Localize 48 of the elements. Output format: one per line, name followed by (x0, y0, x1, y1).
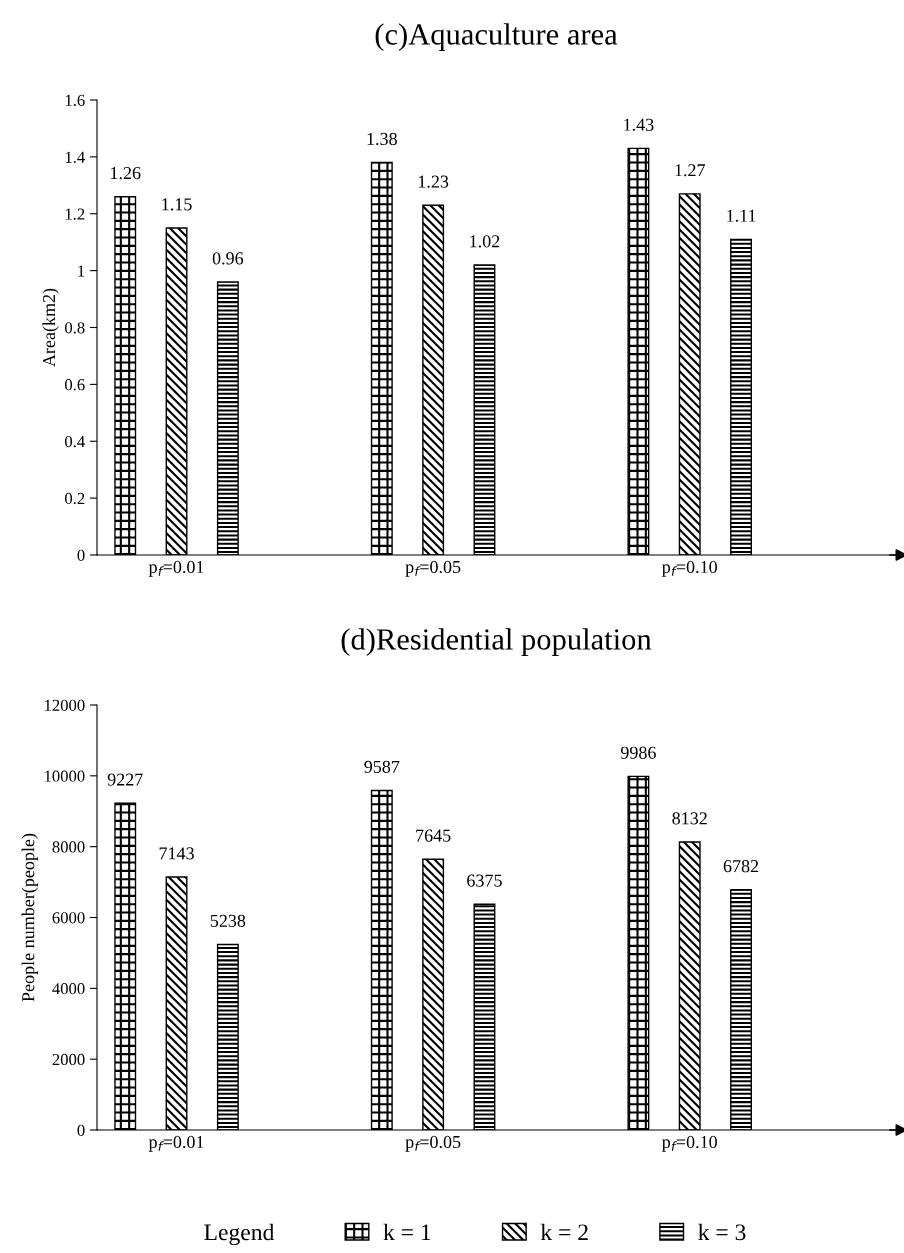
chart-title: (c)Aquaculture area (375, 23, 618, 51)
data-label: 1.15 (162, 198, 192, 211)
data-label: 8132 (672, 812, 707, 825)
y-tick-label: 10000 (44, 770, 85, 782)
y-tick-label: 2000 (52, 1053, 85, 1066)
y-tick-label: 0 (77, 549, 85, 561)
y-tick-label: 0.4 (65, 435, 85, 448)
data-label: 9227 (107, 773, 143, 786)
data-label: 6375 (467, 874, 502, 887)
chart-title: (d)Residential population (341, 628, 652, 656)
x-tick-label: p$_{f}$=0.05 (405, 560, 461, 577)
y-tick-label: 1.2 (65, 208, 85, 220)
data-label: 1.11 (727, 209, 756, 222)
data-label: 1.23 (418, 175, 449, 188)
y-axis-title: Area(km2) (42, 288, 59, 367)
data-label: 0.96 (212, 252, 244, 265)
data-label: 1.26 (111, 167, 141, 180)
x-tick-label: p$_{f}$=0.01 (148, 560, 204, 577)
y-tick-label: 1.6 (65, 94, 85, 107)
y-tick-label: 12000 (44, 699, 85, 711)
y-tick-label: 8000 (52, 841, 85, 853)
y-tick-label: 4000 (52, 983, 85, 995)
data-label: 6782 (723, 860, 759, 873)
x-tick-label: p$_{f}$=0.01 (148, 1135, 204, 1152)
data-label: 1.02 (470, 235, 500, 248)
x-tick-label: p$_{f}$=0.10 (662, 1135, 717, 1152)
x-tick-label: p$_{f}$=0.10 (662, 560, 717, 577)
y-axis-title: People number(people) (21, 833, 38, 1002)
data-label: 7143 (159, 847, 194, 860)
y-tick-label: 6000 (52, 912, 85, 924)
data-label: 1.43 (624, 118, 654, 131)
y-tick-label: 1 (78, 265, 85, 277)
y-tick-label: 0.2 (65, 492, 85, 505)
y-tick-label: 0.8 (65, 322, 85, 334)
legend-label: k = 2 (540, 1223, 588, 1241)
legend-label: k = 3 (698, 1223, 746, 1241)
y-tick-label: 0 (77, 1124, 85, 1136)
data-label: 5238 (210, 914, 246, 927)
legend-title: Legend (204, 1223, 275, 1246)
y-tick-label: 0.6 (65, 379, 85, 391)
data-label: 9986 (620, 746, 656, 759)
data-label: 1.27 (675, 164, 706, 177)
data-label: 1.38 (367, 132, 397, 146)
y-tick-label: 1.4 (65, 151, 85, 163)
x-tick-label: p$_{f}$=0.05 (405, 1135, 461, 1152)
data-label: 7645 (416, 829, 451, 842)
legend-label: k = 1 (383, 1223, 431, 1241)
data-label: 9587 (364, 760, 400, 773)
